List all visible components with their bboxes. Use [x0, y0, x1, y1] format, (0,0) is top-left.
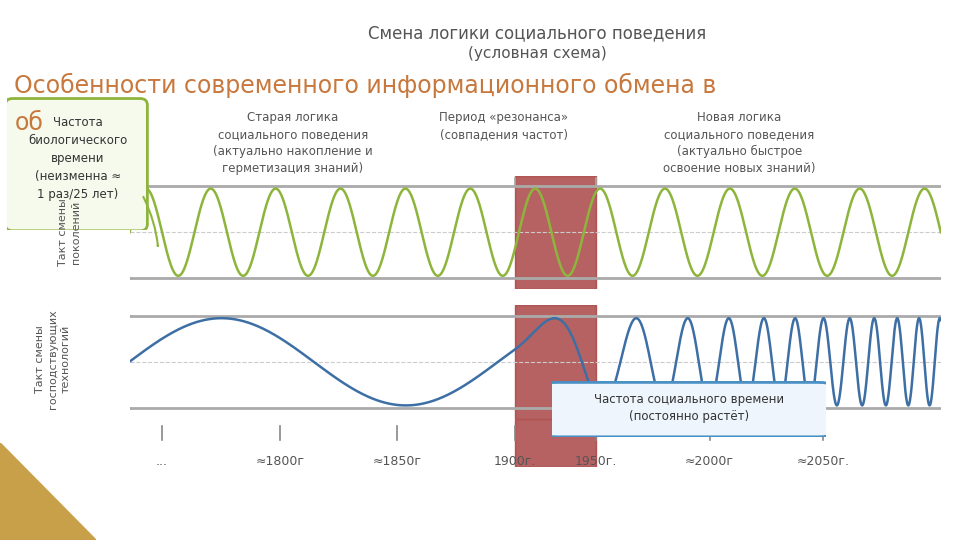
- Text: Частота
биологического
времени
(неизменна ≈
1 раз/25 лет): Частота биологического времени (неизменн…: [28, 116, 128, 200]
- Text: Частота социального времени
(постоянно растёт): Частота социального времени (постоянно р…: [593, 393, 784, 423]
- Text: ≈1850г: ≈1850г: [372, 455, 421, 468]
- Bar: [515, 305, 596, 418]
- Text: 1900г.: 1900г.: [493, 455, 536, 468]
- Text: Смена логики социального поведения: Смена логики социального поведения: [369, 24, 707, 42]
- Polygon shape: [0, 443, 96, 540]
- Text: ≈2000г: ≈2000г: [685, 455, 734, 468]
- Text: Такт смены
поколений: Такт смены поколений: [58, 198, 81, 266]
- FancyBboxPatch shape: [6, 98, 148, 231]
- Text: ≈1800г: ≈1800г: [255, 455, 304, 468]
- Text: об: об: [14, 111, 43, 134]
- Text: Особенности современного информационного обмена в: Особенности современного информационного…: [14, 73, 717, 98]
- Text: ...: ...: [156, 455, 168, 468]
- Text: Такт смены
господствующих
технологий: Такт смены господствующих технологий: [35, 309, 71, 409]
- Text: ≈2050г.: ≈2050г.: [797, 455, 850, 468]
- Text: Новая логика
социального поведения
(актуально быстрое
освоение новых знаний): Новая логика социального поведения (акту…: [663, 111, 815, 175]
- Text: (условная схема): (условная схема): [468, 46, 607, 61]
- Text: Старая логика
социального поведения
(актуально накопление и
герметизация знаний): Старая логика социального поведения (акт…: [213, 111, 372, 175]
- Text: Период «резонанса»
(совпадения частот): Период «резонанса» (совпадения частот): [440, 111, 568, 141]
- Bar: [515, 176, 596, 289]
- Bar: [515, 418, 596, 467]
- FancyBboxPatch shape: [543, 382, 831, 437]
- Text: 1950г.: 1950г.: [575, 455, 617, 468]
